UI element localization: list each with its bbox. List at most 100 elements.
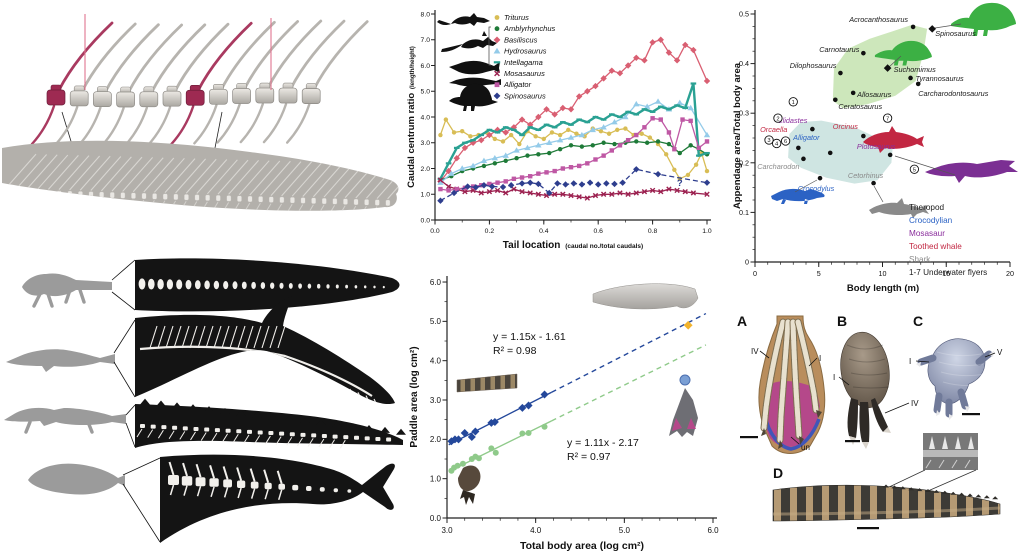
chevron-bone bbox=[286, 103, 311, 144]
data-point-marker bbox=[503, 179, 508, 184]
data-point-marker bbox=[494, 131, 501, 134]
legend-label-Theropod: Theropod bbox=[909, 203, 944, 212]
taxon-label-Plotosaurus: Plotosaurus bbox=[857, 142, 896, 151]
data-point-marker bbox=[443, 117, 449, 122]
data-point-marker bbox=[478, 136, 485, 144]
y-tick-label: 0 bbox=[745, 258, 749, 267]
data-point-marker bbox=[494, 26, 500, 32]
x-tick-label: 0.8 bbox=[648, 228, 658, 235]
data-point-marker bbox=[578, 131, 586, 138]
data-point-marker bbox=[524, 401, 533, 410]
x-axis-title: Body length (m) bbox=[847, 283, 919, 294]
data-point-marker bbox=[467, 432, 476, 441]
legend-label-Amblyrhynchus: Amblyrhynchus bbox=[503, 24, 556, 33]
data-point-marker bbox=[437, 177, 444, 183]
regression-line bbox=[448, 420, 552, 473]
data-point-marker bbox=[500, 139, 506, 144]
regression-extension bbox=[551, 312, 707, 393]
anatomy-label-V: V bbox=[997, 348, 1003, 357]
mosasaur-tail-inset bbox=[135, 296, 395, 405]
data-point-marker bbox=[693, 162, 699, 167]
data-point-marker bbox=[589, 126, 596, 133]
data-point-marker bbox=[488, 445, 495, 452]
data-point-marker bbox=[703, 131, 711, 138]
data-point-marker bbox=[595, 181, 602, 188]
data-point-marker bbox=[633, 113, 640, 116]
data-point-marker bbox=[592, 192, 599, 199]
data-point-marker bbox=[593, 157, 598, 162]
x-tick-label: 5.0 bbox=[619, 526, 631, 535]
data-point-marker bbox=[557, 132, 563, 138]
numbered-circle-7 bbox=[882, 113, 893, 123]
data-point-marker bbox=[625, 191, 631, 197]
data-point-marker bbox=[445, 183, 452, 190]
legend-label-Mosasaurus: Mosasaurus bbox=[504, 69, 545, 78]
data-point-marker bbox=[536, 171, 541, 176]
x-tick-label: 1.0 bbox=[702, 228, 712, 235]
chevron-bone bbox=[77, 106, 102, 147]
label-line bbox=[759, 350, 770, 359]
spinosaurus-icon bbox=[951, 2, 1016, 36]
y-tick-label: 2.0 bbox=[430, 435, 442, 444]
vertebra-centrum bbox=[116, 91, 135, 108]
anatomy-label-IV: IV bbox=[911, 399, 919, 408]
vertebra-centrum bbox=[162, 90, 182, 107]
panel-label-d: D bbox=[773, 465, 783, 481]
legend-label-Spinosaurus: Spinosaurus bbox=[504, 91, 546, 100]
x-tick-label: 0.0 bbox=[430, 228, 440, 235]
data-point-marker bbox=[682, 188, 688, 195]
data-point-marker bbox=[469, 139, 477, 146]
data-point-marker bbox=[551, 191, 558, 197]
taxon-label-Carcharodon: Carcharodon bbox=[757, 162, 799, 171]
data-point-marker bbox=[688, 118, 693, 124]
data-point-marker bbox=[503, 190, 509, 196]
data-point-marker bbox=[666, 130, 672, 135]
data-point-marker bbox=[543, 106, 550, 113]
numbered-circle-label: 5 bbox=[913, 167, 916, 173]
y-tick-label: 0.1 bbox=[739, 208, 749, 217]
data-point-marker bbox=[535, 191, 542, 197]
data-point-marker bbox=[486, 188, 493, 195]
data-point-marker bbox=[535, 113, 542, 121]
data-point-marker bbox=[601, 153, 606, 158]
x-tick-label: 5 bbox=[817, 269, 821, 278]
x-tick-label: 4.0 bbox=[530, 526, 542, 535]
data-point-marker bbox=[649, 187, 656, 194]
data-point-marker bbox=[676, 99, 683, 106]
data-point-marker bbox=[552, 168, 557, 174]
y-tick-label: 1.0 bbox=[421, 192, 431, 199]
data-point-marker bbox=[519, 430, 526, 437]
legend-label-Mosasaur: Mosasaur bbox=[909, 229, 945, 238]
data-point-marker bbox=[592, 82, 599, 90]
data-point-marker bbox=[654, 170, 662, 178]
chevron-bone bbox=[193, 104, 218, 145]
legend-label-1-7 Underwater flyers: 1-7 Underwater flyers bbox=[909, 268, 987, 277]
label-line bbox=[838, 376, 850, 386]
x-tick-label: 20 bbox=[1006, 269, 1014, 278]
callout-line bbox=[111, 259, 136, 311]
data-point-marker bbox=[549, 130, 555, 135]
chevron-bone bbox=[146, 105, 172, 147]
data-point-marker bbox=[850, 90, 856, 96]
y-tick-label: 6.0 bbox=[421, 63, 431, 70]
data-point-marker bbox=[499, 183, 507, 191]
aquatic-region bbox=[788, 120, 893, 184]
neural-spine bbox=[266, 19, 323, 90]
x-tick-label: 0.4 bbox=[539, 228, 549, 235]
paddle-area-chart: 0.0 1.0 2.0 3.0 4.0 5.0 6.0 3.0 4.0 5.0 6.0 Total b… bbox=[409, 276, 719, 552]
y-tick-label: 3.0 bbox=[421, 140, 431, 147]
vertebra-centrum bbox=[278, 87, 298, 104]
scale-bar bbox=[740, 436, 758, 439]
data-point-marker bbox=[508, 132, 514, 138]
numbered-circle-1 bbox=[788, 97, 798, 107]
data-point-marker bbox=[511, 176, 517, 181]
series-line-Intellagama bbox=[439, 83, 708, 180]
vertebra-centrum bbox=[93, 91, 112, 108]
y-tick-label: 8.0 bbox=[421, 11, 431, 18]
data-point-marker bbox=[657, 36, 664, 43]
data-point-marker bbox=[908, 75, 913, 81]
data-point-marker bbox=[576, 118, 582, 121]
data-point-marker bbox=[438, 186, 443, 192]
neural-spine bbox=[80, 22, 137, 93]
label-line bbox=[915, 360, 930, 363]
